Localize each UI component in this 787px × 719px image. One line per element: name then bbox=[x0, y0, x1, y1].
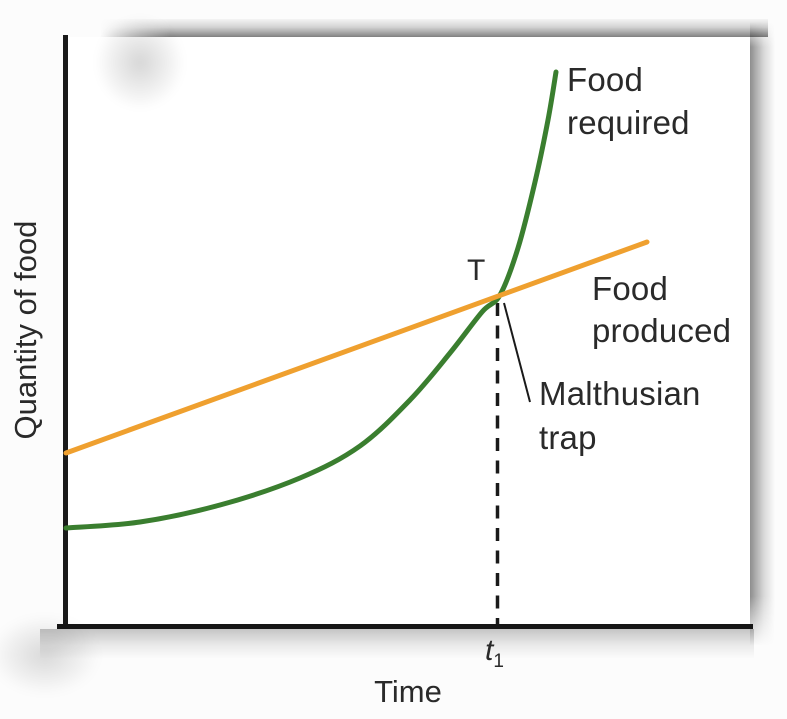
y-axis-line bbox=[63, 35, 68, 629]
y-axis-title: Quantity of food bbox=[8, 220, 43, 440]
food-produced-label: Food produced bbox=[592, 268, 731, 352]
bottom-edge-shadow bbox=[40, 629, 754, 659]
top-edge-shadow bbox=[100, 19, 768, 37]
x-axis-title: Time bbox=[374, 674, 442, 709]
intersection-point-label: T bbox=[467, 254, 486, 287]
x-axis-line bbox=[57, 624, 753, 629]
malthusian-trap-label-line2: trap bbox=[539, 419, 597, 456]
food-required-curve bbox=[63, 69, 559, 531]
food-produced-label-line1: Food bbox=[592, 270, 669, 307]
t1-tick-label-subscript: 1 bbox=[493, 651, 504, 672]
right-edge-shadow bbox=[750, 22, 775, 646]
food-produced-curve bbox=[63, 239, 650, 456]
scan-smudge-top-left bbox=[95, 15, 185, 110]
malthusian-trap-label: Malthusian trap bbox=[539, 372, 701, 460]
food-produced-label-line2: produced bbox=[592, 312, 732, 349]
food-required-label-line1: Food bbox=[567, 61, 644, 98]
malthusian-trap-label-line1: Malthusian bbox=[539, 375, 701, 412]
food-required-label-line2: required bbox=[567, 104, 690, 141]
food-required-label: Food required bbox=[567, 58, 690, 144]
trap-leader-line bbox=[503, 302, 531, 403]
t1-tick-label-base: t bbox=[485, 634, 494, 667]
t1-tick-label: t1 bbox=[485, 634, 504, 671]
